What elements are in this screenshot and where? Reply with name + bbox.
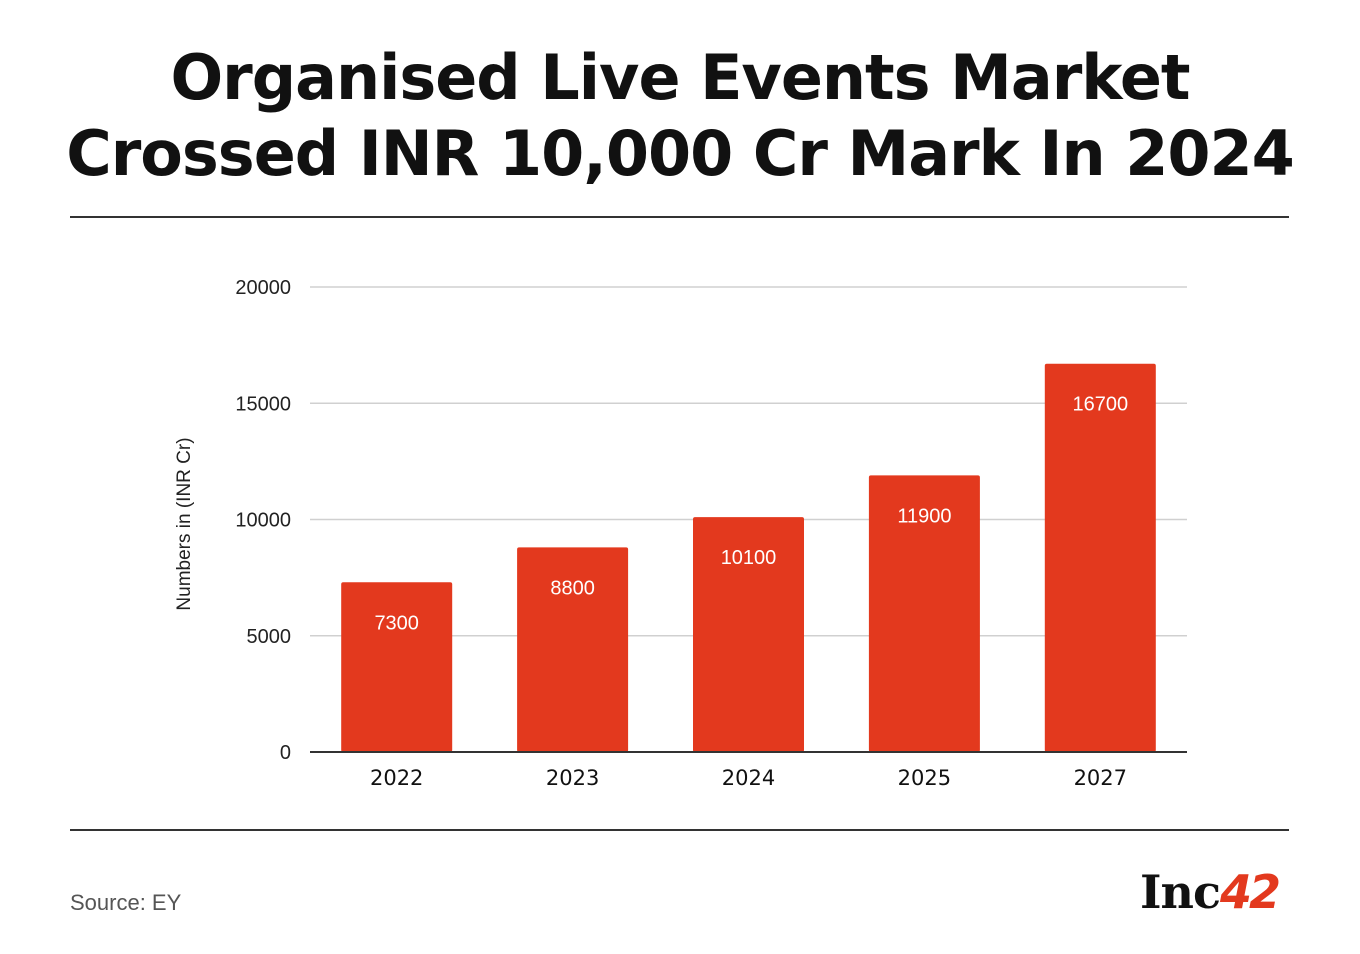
x-tick-label-2023: 2023 <box>546 766 599 790</box>
x-tick-label-2025: 2025 <box>898 766 951 790</box>
y-tick-label: 15000 <box>235 393 291 415</box>
data-label-2027: 16700 <box>1072 394 1128 416</box>
x-tick-label-2027: 2027 <box>1074 766 1127 790</box>
source-note: Source: EY <box>70 890 182 915</box>
bottom-divider <box>70 829 1289 831</box>
chart-title-line-2: Crossed INR 10,000 Cr Mark In 2024 <box>66 117 1295 190</box>
data-label-2022: 7300 <box>374 612 419 634</box>
y-tick-label: 5000 <box>247 626 292 648</box>
y-axis-label: Numbers in (INR Cr) <box>174 437 195 610</box>
bar-2027 <box>1044 363 1156 752</box>
bars <box>341 363 1156 752</box>
bar-2023 <box>517 547 629 752</box>
y-tick-label: 20000 <box>235 277 291 299</box>
data-label-2025: 11900 <box>897 505 951 527</box>
data-label-2023: 8800 <box>550 577 595 599</box>
logo-text: Inc <box>1140 865 1221 919</box>
bar-2024 <box>693 517 804 752</box>
chart-title: Organised Live Events Market Crossed INR… <box>0 40 1360 192</box>
data-label-2024: 10100 <box>721 547 777 569</box>
logo-number: 42 <box>1219 865 1281 919</box>
top-divider <box>70 216 1289 218</box>
inc42-logo: Inc42 <box>1140 865 1281 919</box>
x-tick-label-2022: 2022 <box>370 766 423 790</box>
y-axis-ticks: 0 5000 10000 15000 20000 <box>235 277 291 764</box>
bar-2025 <box>868 475 980 752</box>
x-tick-label-2024: 2024 <box>722 766 775 790</box>
bar-2022 <box>341 582 453 752</box>
x-axis-ticks: 2022 2023 2024 2025 2027 <box>370 766 1127 790</box>
y-tick-label: 0 <box>280 742 291 764</box>
chart-title-line-1: Organised Live Events Market <box>170 41 1190 114</box>
bar-data-labels: 7300 8800 10100 11900 16700 <box>374 394 1128 635</box>
y-tick-label: 10000 <box>235 510 291 532</box>
